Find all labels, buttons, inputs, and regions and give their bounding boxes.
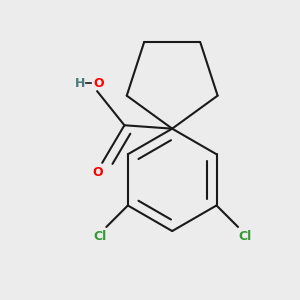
Text: Cl: Cl (238, 230, 251, 243)
Text: Cl: Cl (93, 230, 106, 243)
Text: H: H (75, 77, 85, 90)
Text: O: O (93, 166, 103, 179)
Text: O: O (94, 77, 104, 90)
